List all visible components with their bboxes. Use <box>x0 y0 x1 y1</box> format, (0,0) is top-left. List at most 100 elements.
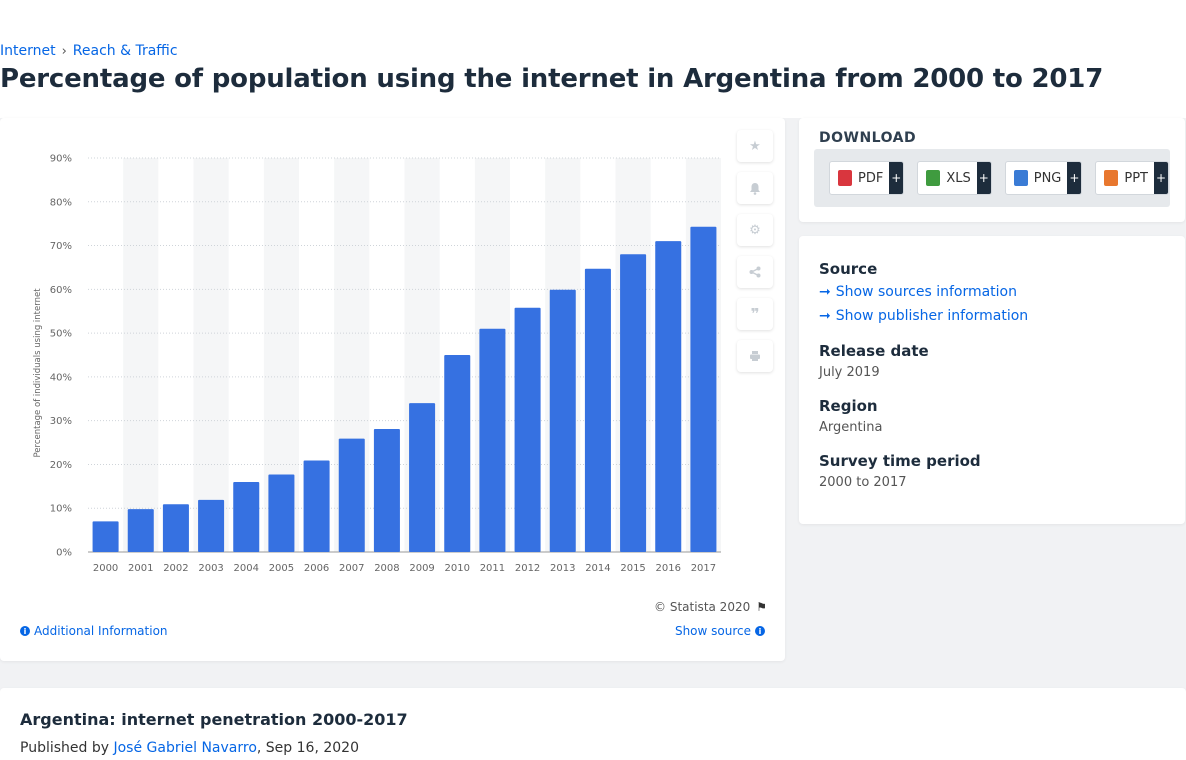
download-pdf-label: PDF <box>858 170 884 186</box>
pdf-file-icon <box>838 170 852 186</box>
page-header <box>0 0 1186 118</box>
print-icon <box>750 351 760 361</box>
download-png-button[interactable]: PNG + <box>1004 161 1083 195</box>
plus-icon: + <box>1154 162 1168 194</box>
png-file-icon <box>1013 170 1028 186</box>
published-prefix: Published by <box>20 740 114 756</box>
additional-info-label: Additional Information <box>34 624 168 638</box>
notification-button[interactable] <box>737 172 773 204</box>
region-heading: Region <box>819 397 878 415</box>
bar-chart: 0% 10% 20% 30% 40% 50% 60% 70% 80% 90% 2000 2001 200… <box>33 154 721 574</box>
chart-card: 0% 10% 20% 30% 40% 50% 60% 70% 80% 90% 2000 2001 200… <box>0 118 785 661</box>
breadcrumb-internet[interactable]: Internet <box>0 43 56 59</box>
x-tick-label: 2005 <box>269 563 294 574</box>
y-tick-label: 70% <box>50 241 72 252</box>
bar-2008 <box>373 428 400 552</box>
arrow-right-icon: ➞ <box>819 308 831 324</box>
bar-2010 <box>444 355 471 552</box>
download-title: DOWNLOAD <box>819 130 917 146</box>
download-xls-button[interactable]: XLS + <box>917 161 992 195</box>
share-icon <box>749 266 761 278</box>
download-pdf-button[interactable]: PDF + <box>829 161 905 195</box>
x-tick-label: 2010 <box>445 563 470 574</box>
copyright-text: © Statista 2020 <box>654 600 751 614</box>
survey-period-value: 2000 to 2017 <box>819 475 907 490</box>
author-link[interactable]: José Gabriel Navarro <box>113 740 257 756</box>
y-tick-label: 40% <box>50 372 72 383</box>
x-tick-label: 2006 <box>304 563 329 574</box>
y-tick-label: 30% <box>50 416 72 427</box>
show-sources-label: Show sources information <box>835 284 1017 300</box>
bar-2015 <box>620 254 647 553</box>
survey-period-heading: Survey time period <box>819 452 981 470</box>
breadcrumb-reach-traffic[interactable]: Reach & Traffic <box>72 43 178 59</box>
x-tick-label: 2004 <box>234 563 259 574</box>
favorite-button[interactable]: ★ <box>737 130 773 162</box>
bar-2005 <box>268 474 295 552</box>
bar-2017 <box>690 226 717 552</box>
copyright: © Statista 2020 ⚑ <box>654 600 767 614</box>
x-tick-label: 2017 <box>691 563 716 574</box>
x-tick-label: 2000 <box>93 563 118 574</box>
published-by: Published by José Gabriel Navarro, Sep 1… <box>20 740 359 756</box>
bar-2009 <box>409 403 436 552</box>
show-source-link[interactable]: Show source i <box>675 624 765 638</box>
x-tick-label: 2012 <box>515 563 540 574</box>
source-heading: Source <box>819 260 878 278</box>
show-publisher-label: Show publisher information <box>835 308 1029 324</box>
release-date-heading: Release date <box>819 342 929 360</box>
x-tick-label: 2007 <box>339 563 364 574</box>
x-tick-label: 2011 <box>480 563 505 574</box>
bar-2006 <box>303 460 330 552</box>
x-tick-label: 2002 <box>163 563 188 574</box>
y-axis-label: Percentage of individuals using internet <box>33 288 43 458</box>
bar-2013 <box>549 289 576 552</box>
x-tick-label: 2013 <box>550 563 575 574</box>
download-xls-label: XLS <box>946 170 971 186</box>
y-tick-label: 90% <box>50 154 72 165</box>
bar-2007 <box>338 438 365 552</box>
plus-icon: + <box>1067 162 1082 194</box>
release-date-value: July 2019 <box>819 365 880 380</box>
print-button[interactable] <box>737 340 773 372</box>
x-tick-label: 2015 <box>620 563 645 574</box>
share-button[interactable] <box>737 256 773 288</box>
x-tick-label: 2014 <box>585 563 610 574</box>
y-tick-label: 10% <box>50 504 72 515</box>
breadcrumb: Internet › Reach & Traffic <box>0 43 178 59</box>
gear-icon: ⚙ <box>749 222 761 238</box>
show-publisher-link[interactable]: ➞ Show publisher information <box>819 308 1028 324</box>
statistic-details: Source ➞ Show sources information ➞ Show… <box>799 236 1185 524</box>
x-tick-label: 2001 <box>128 563 153 574</box>
column-band <box>123 158 159 552</box>
bar-2014 <box>584 268 611 552</box>
show-source-label: Show source <box>674 624 751 638</box>
y-tick-label: 0% <box>56 548 72 559</box>
download-ppt-button[interactable]: PPT + <box>1095 161 1169 195</box>
cite-button[interactable]: ❞ <box>737 298 773 330</box>
published-date: , Sep 16, 2020 <box>256 740 359 756</box>
flag-icon[interactable]: ⚑ <box>756 600 767 614</box>
region-value: Argentina <box>819 420 883 435</box>
bar-2001 <box>127 509 154 552</box>
download-ppt-label: PPT <box>1124 170 1148 186</box>
download-buttons: PDF + XLS + PNG + PPT + <box>814 149 1170 207</box>
x-tick-label: 2016 <box>656 563 681 574</box>
additional-info-link[interactable]: i Additional Information <box>20 624 168 638</box>
x-tick-label: 2009 <box>409 563 434 574</box>
xls-file-icon <box>926 170 941 186</box>
plus-icon: + <box>976 162 991 194</box>
arrow-right-icon: ➞ <box>819 284 831 300</box>
info-icon: i <box>755 626 765 636</box>
y-tick-label: 20% <box>50 460 72 471</box>
show-sources-link[interactable]: ➞ Show sources information <box>819 284 1017 300</box>
bar-2011 <box>479 328 506 552</box>
star-icon: ★ <box>749 138 761 154</box>
bar-2003 <box>198 499 225 552</box>
download-panel: DOWNLOAD PDF + XLS + PNG + PPT + <box>799 118 1185 222</box>
bar-2000 <box>92 521 119 552</box>
settings-button[interactable]: ⚙ <box>737 214 773 246</box>
bar-2016 <box>655 241 682 552</box>
info-icon: i <box>20 626 30 636</box>
page-title: Percentage of population using the inter… <box>0 64 1104 94</box>
